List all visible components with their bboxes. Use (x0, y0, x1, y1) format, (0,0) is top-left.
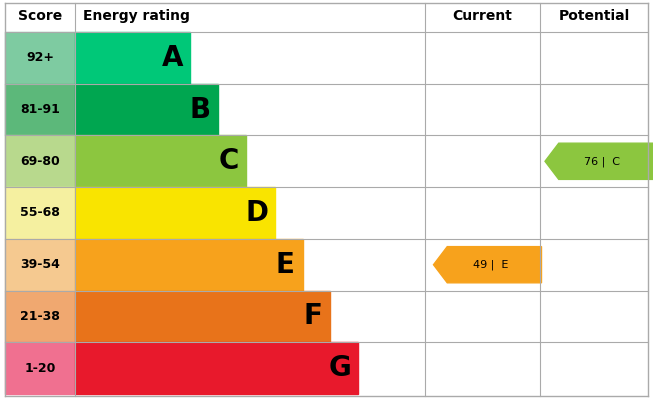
Text: D: D (246, 199, 268, 227)
Text: 39-54: 39-54 (20, 258, 60, 271)
Polygon shape (5, 32, 75, 84)
Text: 69-80: 69-80 (20, 155, 60, 168)
Polygon shape (75, 187, 275, 239)
Text: Score: Score (18, 9, 62, 23)
Text: F: F (303, 302, 322, 330)
Polygon shape (75, 290, 330, 342)
Polygon shape (5, 135, 75, 187)
Polygon shape (5, 84, 75, 135)
Text: Energy rating: Energy rating (83, 9, 190, 23)
Polygon shape (434, 247, 541, 283)
Text: C: C (218, 147, 239, 175)
Text: 49 |  E: 49 | E (473, 259, 508, 270)
Text: 76 |  C: 76 | C (584, 156, 620, 166)
Polygon shape (5, 290, 75, 342)
Text: 21-38: 21-38 (20, 310, 60, 323)
Text: 55-68: 55-68 (20, 207, 60, 219)
Text: Potential: Potential (558, 9, 629, 23)
Polygon shape (5, 342, 75, 394)
Text: G: G (329, 354, 352, 382)
Polygon shape (75, 342, 358, 394)
Text: Current: Current (453, 9, 513, 23)
Polygon shape (545, 143, 653, 180)
Polygon shape (75, 84, 219, 135)
Polygon shape (75, 135, 246, 187)
Text: E: E (276, 251, 295, 279)
Polygon shape (5, 239, 75, 290)
Polygon shape (5, 187, 75, 239)
Polygon shape (75, 32, 191, 84)
Text: 81-91: 81-91 (20, 103, 60, 116)
Text: B: B (190, 96, 211, 124)
Text: A: A (162, 44, 183, 72)
Text: 1-20: 1-20 (24, 361, 56, 375)
Text: 92+: 92+ (26, 51, 54, 64)
Polygon shape (75, 239, 303, 290)
